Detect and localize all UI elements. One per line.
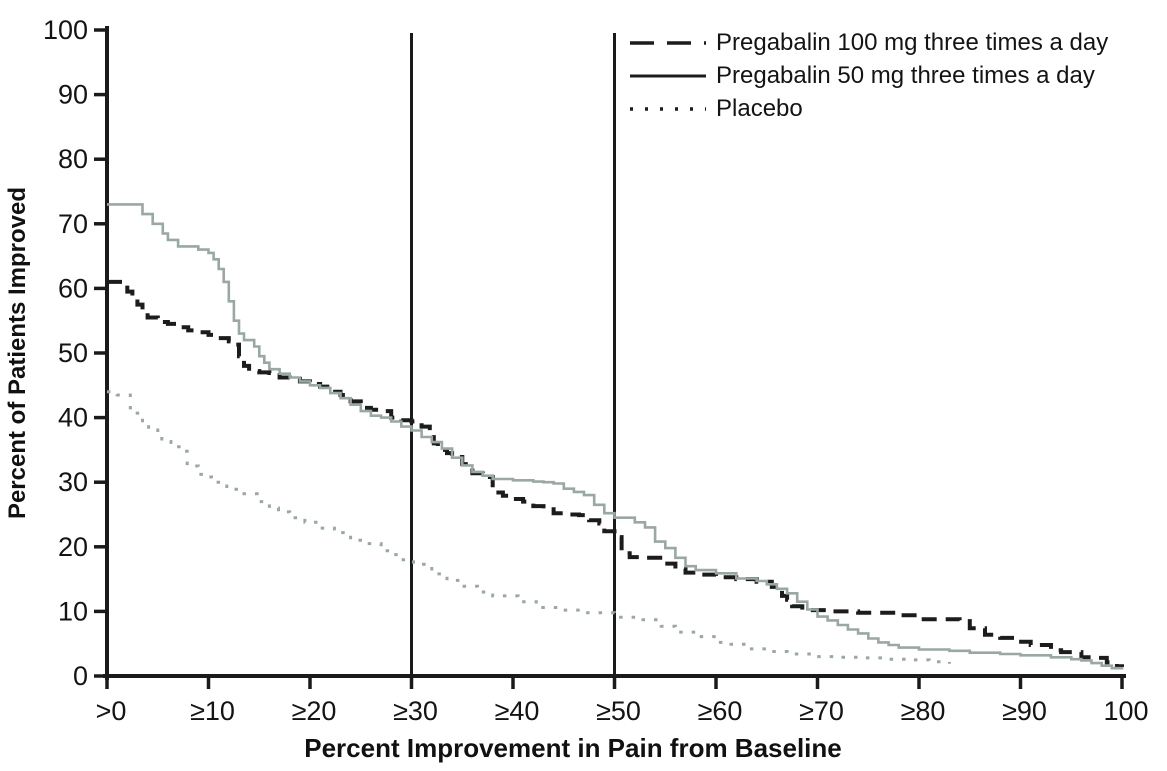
y-axis-title: Percent of Patients Improved xyxy=(4,186,31,520)
y-tick-label-50: 50 xyxy=(58,338,88,368)
y-tick-label-20: 20 xyxy=(58,532,88,562)
x-tick-label-50: ≥50 xyxy=(596,696,641,726)
x-tick-label-80: ≥80 xyxy=(901,696,946,726)
y-tick-label-70: 70 xyxy=(58,209,88,239)
y-tick-label-90: 90 xyxy=(58,80,88,110)
legend-item-pregabalin-100mg: Pregabalin 100 mg three times a day xyxy=(628,26,1108,59)
y-tick-label-10: 10 xyxy=(58,596,88,626)
series-line-pregabalin-100mg xyxy=(107,279,1124,669)
legend-label-placebo: Placebo xyxy=(716,94,803,122)
y-tick-label-40: 40 xyxy=(58,403,88,433)
legend: Pregabalin 100 mg three times a day Preg… xyxy=(628,26,1108,125)
y-tick-label-60: 60 xyxy=(58,273,88,303)
y-tick-label-100: 100 xyxy=(43,15,88,45)
y-tick-label-80: 80 xyxy=(58,144,88,174)
x-tick-label-100: 100 xyxy=(1103,696,1148,726)
x-tick-label-10: ≥10 xyxy=(190,696,235,726)
x-axis-title: Percent Improvement in Pain from Baselin… xyxy=(304,733,842,763)
x-tick-label-0: >0 xyxy=(96,696,127,726)
dashed-line-sample-icon xyxy=(630,40,706,45)
y-tick-label-0: 0 xyxy=(73,661,88,691)
x-tick-label-20: ≥20 xyxy=(292,696,337,726)
x-tick-label-40: ≥40 xyxy=(495,696,540,726)
x-tick-label-70: ≥70 xyxy=(799,696,844,726)
legend-item-placebo: Placebo xyxy=(628,92,1108,125)
x-tick-label-60: ≥60 xyxy=(698,696,743,726)
legend-label-pregabalin-100mg: Pregabalin 100 mg three times a day xyxy=(716,28,1109,56)
legend-label-pregabalin-50mg: Pregabalin 50 mg three times a day xyxy=(716,61,1095,89)
series-line-placebo xyxy=(107,390,951,664)
x-tick-label-30: ≥30 xyxy=(393,696,438,726)
x-tick-label-90: ≥90 xyxy=(1002,696,1047,726)
legend-item-pregabalin-50mg: Pregabalin 50 mg three times a day xyxy=(628,59,1108,92)
dotted-line-sample-icon xyxy=(630,106,706,111)
series-line-pregabalin-50mg xyxy=(107,203,1124,670)
y-tick-label-30: 30 xyxy=(58,467,88,497)
solid-line-sample-icon xyxy=(630,74,706,77)
